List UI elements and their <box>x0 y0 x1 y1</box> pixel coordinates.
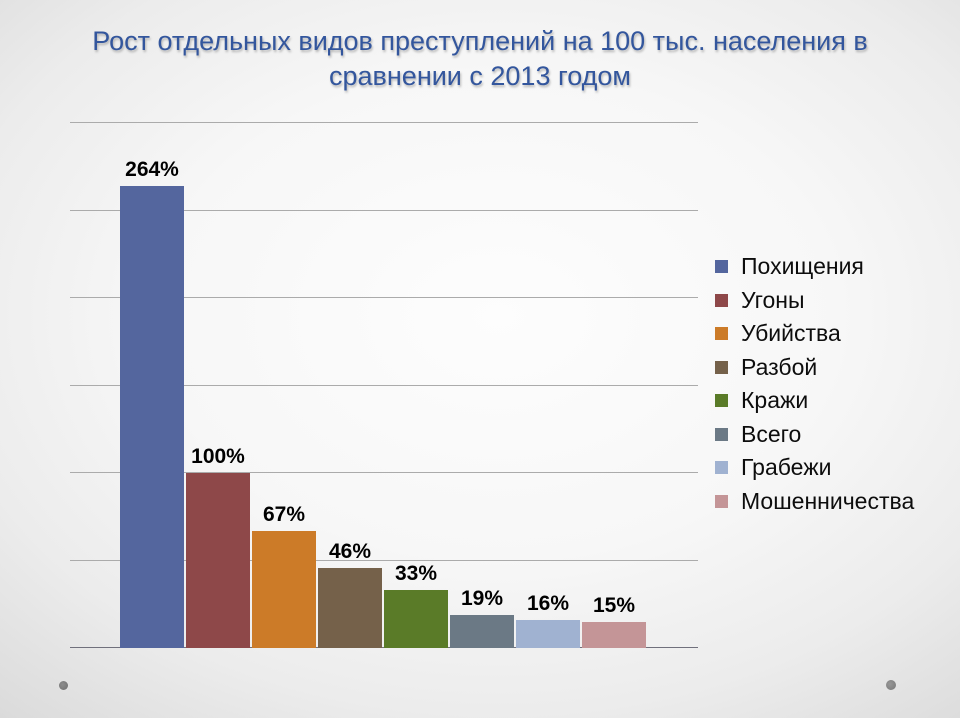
legend-swatch-icon <box>715 394 728 408</box>
bar-value-label: 46% <box>328 539 372 563</box>
bar-value-label: 100% <box>191 445 245 468</box>
legend-item: Разбой <box>715 351 914 385</box>
legend-swatch-icon <box>715 427 728 441</box>
bar-value-label: 33% <box>394 562 438 586</box>
chart-bar <box>450 614 514 648</box>
legend-label: Грабежи <box>741 454 832 481</box>
legend-swatch-icon <box>715 494 728 508</box>
legend-swatch-icon <box>715 293 728 307</box>
chart-bar <box>384 590 448 648</box>
plot-area: 264% 100% 67% 46% 33% 19% 16% 15% <box>70 122 698 648</box>
legend-item: Всего <box>715 418 914 452</box>
legend-label: Похищения <box>741 253 864 280</box>
legend-item: Грабежи <box>715 451 914 485</box>
chart-bar <box>186 473 250 648</box>
legend-item: Мошенничества <box>715 485 914 519</box>
legend-label: Кражи <box>741 387 809 414</box>
bar-value-label: 19% <box>460 586 504 610</box>
chart-bar <box>318 567 382 648</box>
legend-swatch-icon <box>715 327 728 341</box>
legend-label: Разбой <box>741 353 818 380</box>
legend-item: Угоны <box>715 284 914 318</box>
legend-swatch-icon <box>715 260 728 274</box>
y-gridline <box>70 472 698 473</box>
bar-value-label: 15% <box>592 593 636 617</box>
legend-label: Мошенничества <box>741 487 915 514</box>
y-gridline <box>70 384 698 386</box>
bar-value-label: 67% <box>262 502 306 526</box>
chart-bar <box>582 621 646 648</box>
legend-swatch-icon <box>715 360 728 374</box>
y-gridline <box>70 559 698 561</box>
chart-legend: Похищения Угоны Убийства Разбой Кражи Всего Гр… <box>715 250 914 518</box>
decorative-dot-left <box>59 681 68 690</box>
chart-bar <box>120 186 184 648</box>
bar-value-label: 16% <box>526 592 570 615</box>
y-gridline <box>70 209 698 211</box>
legend-item: Убийства <box>715 317 914 351</box>
chart-bar <box>516 620 580 648</box>
y-gridline <box>70 297 698 298</box>
legend-label: Всего <box>741 420 802 447</box>
legend-item: Кражи <box>715 384 914 418</box>
decorative-dot-right <box>886 680 896 690</box>
legend-label: Угоны <box>741 286 805 313</box>
legend-swatch-icon <box>715 461 728 475</box>
bar-value-label: 264% <box>125 158 179 181</box>
y-gridline <box>70 122 698 123</box>
slide-title: Рост отдельных видов преступлений на 100… <box>92 26 868 91</box>
legend-label: Убийства <box>741 320 841 347</box>
legend-item: Похищения <box>715 250 914 284</box>
chart-bar <box>252 530 316 648</box>
